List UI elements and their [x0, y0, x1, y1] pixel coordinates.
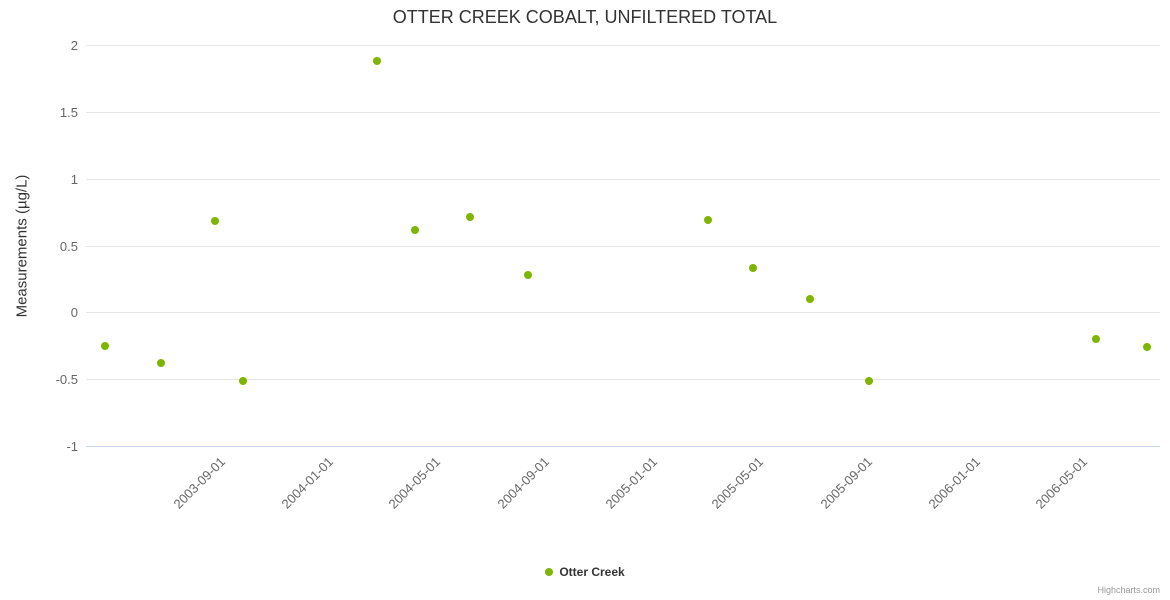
- data-point[interactable]: [1092, 335, 1101, 344]
- y-axis-tick-label: 0.5: [59, 238, 78, 254]
- data-point[interactable]: [100, 341, 109, 350]
- data-point[interactable]: [410, 225, 419, 234]
- x-axis-tick-label: 2004-09-01: [494, 454, 553, 512]
- data-point[interactable]: [211, 217, 220, 226]
- x-axis-tick-label: 2005-05-01: [708, 454, 767, 512]
- data-point[interactable]: [806, 295, 815, 303]
- data-point[interactable]: [238, 376, 247, 385]
- data-point[interactable]: [157, 359, 166, 368]
- gridline: [86, 45, 1160, 46]
- gridline: [86, 379, 1160, 381]
- data-point[interactable]: [466, 213, 475, 222]
- y-axis-tick-label: 2: [70, 38, 78, 53]
- data-point[interactable]: [864, 376, 873, 385]
- x-axis-tick-label: 2004-01-01: [278, 454, 337, 512]
- x-axis-tick-label: 2005-01-01: [602, 454, 661, 512]
- y-axis-tick-label: -0.5: [55, 372, 78, 388]
- x-axis-tick-label: 2006-05-01: [1031, 454, 1090, 512]
- gridline: [86, 245, 1160, 247]
- gridline: [86, 312, 1160, 314]
- legend-item-otter-creek[interactable]: Otter Creek: [545, 565, 625, 579]
- legend-marker-icon: [545, 568, 554, 576]
- y-axis-tick-label: 1: [70, 171, 78, 187]
- x-axis-line: [86, 446, 1160, 447]
- x-axis-tick-label: 2004-05-01: [385, 454, 444, 512]
- gridline: [86, 178, 1160, 180]
- legend: Otter Creek: [0, 563, 1170, 581]
- data-point[interactable]: [703, 216, 712, 225]
- legend-label: Otter Creek: [559, 565, 625, 579]
- x-axis-tick-label: 2006-01-01: [925, 454, 984, 512]
- y-axis-tick-label: 1.5: [59, 104, 78, 120]
- gridline: [86, 111, 1160, 113]
- y-axis-tick-label: 0: [70, 305, 78, 321]
- chart-title: OTTER CREEK COBALT, UNFILTERED TOTAL: [392, 7, 778, 27]
- data-point[interactable]: [1142, 343, 1151, 352]
- data-point[interactable]: [373, 57, 382, 65]
- y-axis-tick-label: -1: [66, 439, 78, 454]
- x-axis-tick-label: 2003-09-01: [170, 454, 229, 512]
- data-point[interactable]: [523, 270, 532, 279]
- x-axis-tick-label: 2005-09-01: [817, 454, 876, 512]
- data-point[interactable]: [748, 264, 757, 273]
- credits-link[interactable]: Highcharts.com: [1097, 585, 1160, 595]
